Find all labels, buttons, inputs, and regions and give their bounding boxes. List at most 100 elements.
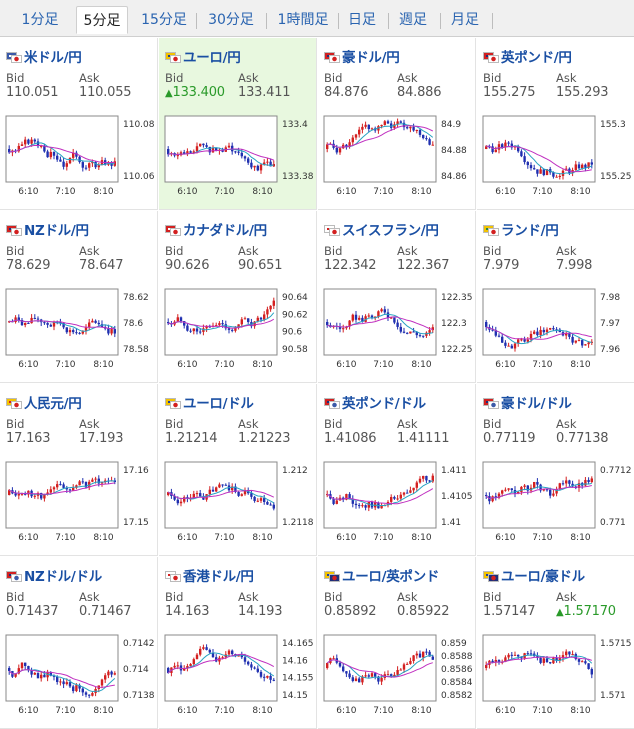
pair-name[interactable]: 英ポンド/ドル <box>342 396 426 412</box>
pair-name[interactable]: ユーロ/ドル <box>183 396 254 412</box>
pair-title[interactable]: ランド/円 <box>483 219 559 239</box>
candle-body <box>358 129 361 135</box>
rate-card[interactable]: ランド/円 Bid Ask 7.979 7.998 7.98 7.97 7.96 6:10 7:1… <box>477 211 634 383</box>
pair-name[interactable]: カナダドル/円 <box>183 223 267 239</box>
rate-card[interactable]: NZドル/ドル Bid Ask 0.71437 0.71467 0.7142 0.714 0.… <box>0 557 158 729</box>
rate-card[interactable]: 香港ドル/円 Bid Ask 14.163 14.193 14.165 14.16 14.15… <box>159 557 317 729</box>
pair-name[interactable]: 英ポンド/円 <box>501 50 572 66</box>
pair-name[interactable]: NZドル/円 <box>24 223 89 239</box>
mini-candlestick-chart[interactable]: 0.859 0.8588 0.8586 0.8584 0.8582 6:10 7:10 8:1… <box>318 631 475 717</box>
mini-candlestick-chart[interactable]: 1.5715 1.571 6:10 7:10 8:10 <box>477 631 634 717</box>
pair-title[interactable]: 米ドル/円 <box>6 46 82 66</box>
candle-body <box>545 489 549 491</box>
mini-candlestick-chart[interactable]: 14.165 14.16 14.155 14.15 6:10 7:10 8:10 <box>159 631 316 717</box>
rate-card[interactable]: ユーロ/英ポンド Bid Ask 0.85892 0.85922 0.859 0.8588 0… <box>318 557 476 729</box>
candle-body <box>266 161 269 163</box>
pair-name[interactable]: スイスフラン/円 <box>342 223 439 239</box>
mini-candlestick-chart[interactable]: 0.7712 0.771 6:10 7:10 8:10 <box>477 458 634 544</box>
y-tick-label: 90.64 <box>282 293 308 303</box>
tab-3[interactable]: 30分足 <box>208 12 254 28</box>
pair-title[interactable]: NZドル/ドル <box>6 565 102 585</box>
mini-candlestick-chart[interactable]: 17.16 17.15 6:10 7:10 8:10 <box>0 458 157 544</box>
candle-body <box>409 661 412 664</box>
pair-name[interactable]: ユーロ/豪ドル <box>501 569 585 585</box>
tab-5[interactable]: 日足 <box>348 12 376 28</box>
mini-candlestick-chart[interactable]: 78.62 78.6 78.58 6:10 7:10 8:10 <box>0 285 157 371</box>
candle-body <box>345 671 348 674</box>
rate-card[interactable]: スイスフラン/円 Bid Ask 122.342 122.367 122.35 122.3 1… <box>318 211 476 383</box>
pair-title[interactable]: ユーロ/英ポンド <box>324 565 440 585</box>
candle-body <box>545 658 549 663</box>
candle-body <box>577 659 581 662</box>
pair-title[interactable]: カナダドル/円 <box>165 219 267 239</box>
pair-name[interactable]: ユーロ/英ポンド <box>342 569 440 585</box>
tab-0[interactable]: 1分足 <box>21 12 59 28</box>
pair-name[interactable]: 米ドル/円 <box>24 50 82 66</box>
mini-candlestick-chart[interactable]: 1.411 1.4105 1.41 6:10 7:10 8:10 <box>318 458 475 544</box>
pair-name[interactable]: 香港ドル/円 <box>183 569 254 585</box>
pair-title[interactable]: ユーロ/円 <box>165 46 241 66</box>
ask-text: 155.293 <box>556 85 609 100</box>
mini-candlestick-chart[interactable]: 90.64 90.62 90.6 90.58 6:10 7:10 8:10 <box>159 285 316 371</box>
candle-body <box>237 151 240 153</box>
ask-label: Ask <box>397 590 418 604</box>
mini-candlestick-chart[interactable]: 0.7142 0.714 0.7138 6:10 7:10 8:10 <box>0 631 157 717</box>
pair-title[interactable]: 豪ドル/ドル <box>483 392 572 412</box>
pair-name[interactable]: 豪ドル/ドル <box>501 396 572 412</box>
pair-name[interactable]: ランド/円 <box>501 223 559 239</box>
rate-card[interactable]: 人民元/円 Bid Ask 17.163 17.193 17.16 17.15 6:10 7:1… <box>0 384 158 556</box>
pair-name[interactable]: NZドル/ドル <box>24 569 102 585</box>
pair-title[interactable]: NZドル/円 <box>6 219 89 239</box>
pair-title[interactable]: 豪ドル/円 <box>324 46 400 66</box>
pair-title[interactable]: ユーロ/ドル <box>165 392 254 412</box>
rate-card[interactable]: ユーロ/ドル Bid Ask 1.21214 1.21223 1.212 1.2118 6:1… <box>159 384 317 556</box>
candle-body <box>215 487 218 492</box>
rate-card[interactable]: NZドル/円 Bid Ask 78.629 78.647 78.62 78.6 78.58 6:… <box>0 211 158 383</box>
mini-candlestick-chart[interactable]: 155.3 155.25 6:10 7:10 8:10 <box>477 112 634 198</box>
rate-card[interactable]: 英ポンド/円 Bid Ask 155.275 155.293 155.3 155.25 6:1… <box>477 38 634 210</box>
mini-candlestick-chart[interactable]: 110.08 110.06 6:10 7:10 8:10 <box>0 112 157 198</box>
candle-body <box>40 145 43 147</box>
pair-title[interactable]: 人民元/円 <box>6 392 82 412</box>
candle-body <box>555 329 558 331</box>
mini-candlestick-chart[interactable]: 7.98 7.97 7.96 6:10 7:10 8:10 <box>477 285 634 371</box>
rate-card[interactable]: ユーロ/豪ドル Bid Ask 1.57147 ▲1.57170 1.5715 1.571 6… <box>477 557 634 729</box>
candle-body <box>412 487 415 491</box>
pair-title[interactable]: スイスフラン/円 <box>324 219 439 239</box>
bid-text: 1.21214 <box>165 431 218 446</box>
bid-value: 0.77119 <box>483 431 536 446</box>
chart-svg: 0.7142 0.714 0.7138 6:10 7:10 8:10 <box>5 634 155 716</box>
candle-body <box>36 141 40 147</box>
tab-4[interactable]: 1時間足 <box>277 12 329 28</box>
rate-card[interactable]: 豪ドル/円 Bid Ask 84.876 84.886 84.9 84.88 84.86 6:1… <box>318 38 476 210</box>
pair-title[interactable]: 英ポンド/円 <box>483 46 572 66</box>
rate-card[interactable]: 豪ドル/ドル Bid Ask 0.77119 0.77138 0.7712 0.771 6:1… <box>477 384 634 556</box>
rate-card[interactable]: 英ポンド/ドル Bid Ask 1.41086 1.41111 1.411 1.4105 1.… <box>318 384 476 556</box>
candle-body <box>370 128 374 130</box>
rate-card[interactable]: 米ドル/円 Bid Ask 110.051 110.055 110.08 110.06 6:1… <box>0 38 158 210</box>
candle-body <box>494 330 497 336</box>
tab-2[interactable]: 15分足 <box>141 12 187 28</box>
mini-candlestick-chart[interactable]: 84.9 84.88 84.86 6:10 7:10 8:10 <box>318 112 475 198</box>
pair-name[interactable]: 豪ドル/円 <box>342 50 400 66</box>
rate-card[interactable]: カナダドル/円 Bid Ask 90.626 90.651 90.64 90.62 90.6 9… <box>159 211 317 383</box>
x-tick-label: 8:10 <box>570 360 590 370</box>
tab-6[interactable]: 週足 <box>399 12 427 28</box>
pair-name[interactable]: 人民元/円 <box>24 396 82 412</box>
pair-title[interactable]: ユーロ/豪ドル <box>483 565 585 585</box>
mini-candlestick-chart[interactable]: 1.212 1.2118 6:10 7:10 8:10 <box>159 458 316 544</box>
rate-card[interactable]: ユーロ/円 Bid Ask ▲133.400 133.411 133.4 133.38 6:1… <box>159 38 317 210</box>
ask-label: Ask <box>556 244 577 258</box>
x-tick-label: 8:10 <box>252 533 272 543</box>
tab-7[interactable]: 月足 <box>451 12 479 28</box>
pair-title[interactable]: 英ポンド/ドル <box>324 392 426 412</box>
x-tick-label: 6:10 <box>177 187 197 197</box>
pair-title[interactable]: 香港ドル/円 <box>165 565 254 585</box>
pair-name[interactable]: ユーロ/円 <box>183 50 241 66</box>
mini-candlestick-chart[interactable]: 122.35 122.3 122.25 6:10 7:10 8:10 <box>318 285 475 371</box>
tab-1[interactable]: 5分足 <box>76 6 128 34</box>
bid-value: 0.85892 <box>324 604 377 619</box>
candle-body <box>243 318 247 320</box>
mini-candlestick-chart[interactable]: 133.4 133.38 6:10 7:10 8:10 <box>159 112 316 198</box>
candle-body <box>584 344 587 346</box>
